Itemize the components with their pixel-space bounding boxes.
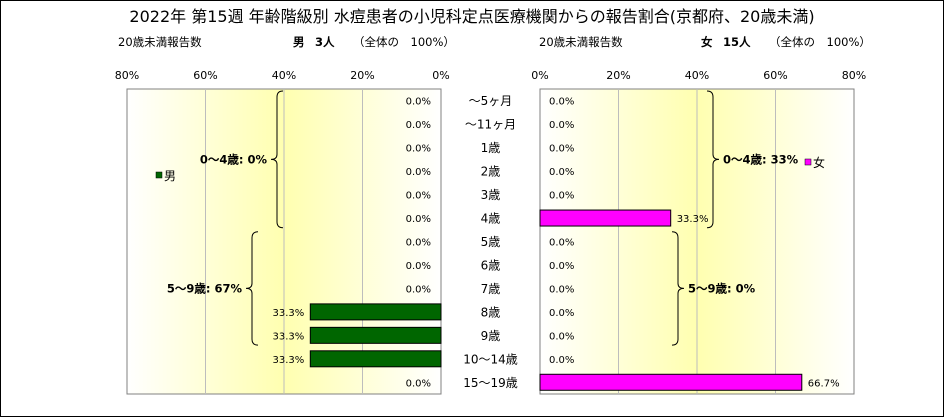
brace-left-0 [270,90,284,229]
tick-label-right: 60% [763,69,787,82]
bar-male-10 [309,326,442,344]
value-label-female-2: 0.0% [549,144,574,155]
category-label-3: 2歳 [481,165,501,179]
value-label-male-10: 33.3% [273,331,305,342]
value-label-female-7: 0.0% [549,261,574,272]
value-labels: 0.0% 0.0% 0.0% 0.0% 0.0% 0.0% 0.0% 0.0% 0.0% 33.3… [273,97,840,390]
right-header: 20歳未満報告数 女 15人 （全体の 100%） [539,35,871,49]
left-header-count: 3人 [315,35,335,49]
chart-title: 2022年 第15週 年齢階級別 水痘患者の小児科定点医療機関からの報告割合(京… [129,7,814,26]
value-label-male-9: 33.3% [273,308,305,319]
brace-right-1 [671,231,685,346]
age-group-annotations: 0～4歳: 0% 5～9歳: 67% 0～4歳: 33% 5～9歳: 0% [167,90,799,346]
category-label-2: 1歳 [481,141,501,155]
legend-left: 男 [155,169,176,183]
value-label-male-1: 0.0% [406,120,431,131]
value-label-female-12: 66.7% [808,378,840,389]
tick-label-right: 40% [685,69,709,82]
value-label-female-3: 0.0% [549,167,574,178]
bar-male-11 [309,350,442,368]
annotation-left-0: 0～4歳: 0% [200,152,268,166]
legend-right-label: 女 [813,155,825,170]
tick-label-left: 40% [272,69,296,82]
annotation-left-1: 5～9歳: 67% [167,281,243,295]
value-label-female-6: 0.0% [549,238,574,249]
tick-label-right: 80% [842,69,866,82]
value-label-female-9: 0.0% [549,308,574,319]
value-label-male-0: 0.0% [406,97,431,108]
bars [309,209,803,391]
tick-label-left: 0% [432,69,449,82]
category-label-10: 9歳 [481,329,501,343]
value-label-male-8: 0.0% [406,284,431,295]
category-label-0: ～5ヶ月 [469,94,513,108]
value-label-female-11: 0.0% [549,355,574,366]
value-label-female-0: 0.0% [549,97,574,108]
tick-label-right: 0% [531,69,548,82]
category-label-11: 10～14歳 [463,352,518,366]
right-header-sex: 女 [701,35,713,49]
category-label-4: 3歳 [481,188,501,202]
category-label-1: ～11ヶ月 [465,118,516,132]
right-header-label: 20歳未満報告数 [539,35,623,49]
legend-right: 女 [804,155,825,170]
annotation-right-1: 5～9歳: 0% [688,281,756,295]
value-label-female-4: 0.0% [549,191,574,202]
category-labels: ～5ヶ月 ～11ヶ月 1歳 2歳 3歳 4歳 5歳 6歳 7歳 8歳 9歳 10～14歳 15～19歳 [463,94,518,390]
left-header-label: 20歳未満報告数 [118,35,202,49]
value-label-female-1: 0.0% [549,120,574,131]
value-label-female-5: 33.3% [677,214,709,225]
value-label-male-7: 0.0% [406,261,431,272]
right-header-total: （全体の 100%） [769,35,871,49]
value-label-male-4: 0.0% [406,191,431,202]
grid-lines [205,89,776,394]
legend-right-swatch [804,158,812,166]
tick-label-left: 80% [115,69,139,82]
value-label-male-12: 0.0% [406,378,431,389]
category-label-9: 8歳 [481,305,501,319]
axis-ticks: 0% 0% 20% 20% 40% 40% 60% 60% 80% 80% [115,69,866,82]
value-label-female-10: 0.0% [549,331,574,342]
category-label-7: 6歳 [481,258,501,272]
tick-label-left: 60% [193,69,217,82]
legend-left-label: 男 [164,169,176,183]
left-header: 20歳未満報告数 男 3人 （全体の 100%） [118,35,455,49]
bar-female-5 [539,209,672,227]
left-header-sex: 男 [293,35,305,49]
right-header-count: 15人 [723,35,751,49]
value-label-male-3: 0.0% [406,167,431,178]
category-label-5: 4歳 [481,212,501,226]
tick-label-right: 20% [606,69,630,82]
category-label-6: 5歳 [481,235,501,249]
brace-left-1 [245,231,259,346]
brace-right-0 [706,90,720,229]
bar-male-9 [309,303,442,321]
category-label-12: 15～19歳 [463,376,518,390]
category-label-8: 7歳 [481,282,501,296]
tick-label-left: 20% [350,69,374,82]
legend-left-swatch [155,171,163,179]
value-label-female-8: 0.0% [549,284,574,295]
value-label-male-11: 33.3% [273,355,305,366]
left-header-total: （全体の 100%） [353,35,455,49]
bar-female-12 [539,373,803,391]
value-label-male-5: 0.0% [406,214,431,225]
value-label-male-2: 0.0% [406,144,431,155]
annotation-right-0: 0～4歳: 33% [723,152,799,166]
value-label-male-6: 0.0% [406,238,431,249]
